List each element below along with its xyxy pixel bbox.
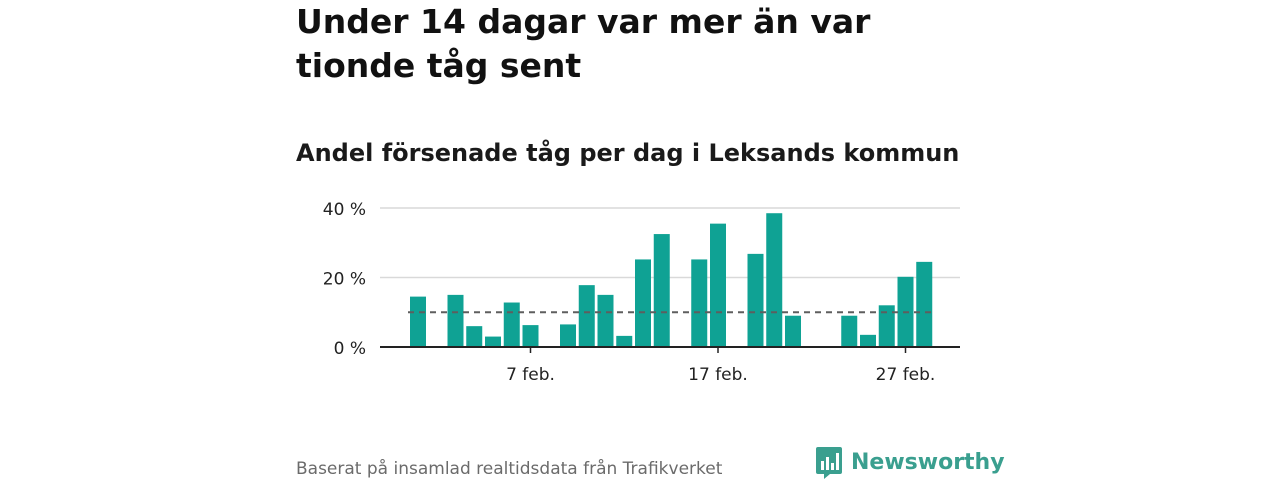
bar-2020-02-04 bbox=[466, 326, 483, 347]
x-tick-label: 27 feb. bbox=[876, 365, 936, 385]
newsworthy-logo: Newsworthy bbox=[815, 446, 1005, 480]
bar-2020-02-17 bbox=[710, 223, 726, 347]
bar-2020-02-07 bbox=[522, 325, 539, 347]
bar-2020-02-25 bbox=[860, 334, 876, 347]
headline: Under 14 dagar var mer än var tionde tåg… bbox=[296, 2, 871, 85]
bar-2020-02-12 bbox=[616, 335, 633, 347]
axes bbox=[380, 346, 960, 353]
chart-subtitle: Andel försenade tåg per dag i Leksands k… bbox=[296, 139, 960, 167]
bar-2020-02-03 bbox=[447, 294, 464, 347]
bar-2020-02-10 bbox=[578, 285, 595, 347]
bar-2020-02-19 bbox=[747, 253, 764, 347]
bar-2020-02-05 bbox=[485, 336, 501, 347]
tick-labels: 0 % 20 % 40 % 7 feb. 17 feb. 27 feb. bbox=[323, 200, 936, 385]
source-note: Baserat på insamlad realtidsdata från Tr… bbox=[296, 459, 723, 479]
bar-2020-02-28 bbox=[916, 261, 933, 347]
bar-2020-02-20 bbox=[766, 213, 783, 347]
bar-2020-02-26 bbox=[878, 305, 895, 347]
bar-2020-02-24 bbox=[841, 315, 858, 347]
bar-2020-02-11 bbox=[597, 294, 614, 347]
brand-name: Newsworthy bbox=[851, 450, 1005, 475]
bar-2020-02-16 bbox=[691, 259, 708, 347]
y-tick-label: 20 % bbox=[323, 270, 366, 290]
bar-2020-02-13 bbox=[635, 259, 651, 347]
newsworthy-logo-icon bbox=[816, 447, 842, 479]
y-tick-label: 0 % bbox=[334, 339, 366, 359]
bar-2020-02-09 bbox=[560, 324, 576, 347]
bar-2020-02-06 bbox=[503, 302, 520, 347]
bar-2020-02-01 bbox=[410, 296, 426, 347]
y-tick-label: 40 % bbox=[323, 200, 366, 220]
bars bbox=[410, 213, 933, 347]
gridlines bbox=[380, 207, 960, 279]
bar-2020-02-14 bbox=[653, 234, 670, 347]
x-tick-label: 17 feb. bbox=[688, 365, 748, 385]
bar-2020-02-21 bbox=[785, 315, 801, 347]
x-tick-label: 7 feb. bbox=[506, 365, 555, 385]
